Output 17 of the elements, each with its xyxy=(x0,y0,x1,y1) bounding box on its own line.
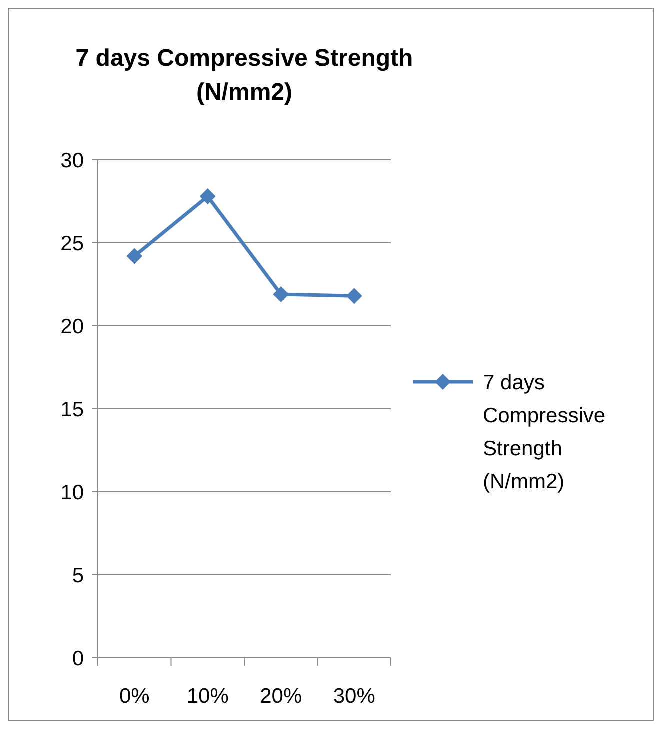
point xyxy=(126,248,143,264)
y-tick-label: 30 xyxy=(60,149,84,172)
point xyxy=(273,286,290,302)
y-tick-label: 20 xyxy=(60,315,84,338)
x-tick-label: 20% xyxy=(260,685,302,708)
y-tick-label: 25 xyxy=(60,232,84,256)
y-tick-label: 10 xyxy=(60,481,84,504)
x-tick-label: 30% xyxy=(333,685,376,708)
legend-label: 7 days Compressive Strength (N/mm2) xyxy=(483,371,606,494)
y-tick-label: 0 xyxy=(72,647,84,670)
y-tick-label: 5 xyxy=(72,564,84,588)
point xyxy=(200,188,216,205)
x-tick-label: 10% xyxy=(186,685,229,708)
chart-title: 7 days Compressive Strength (N/mm2) xyxy=(76,45,414,106)
point xyxy=(346,288,362,304)
y-tick-label: 15 xyxy=(60,398,84,422)
x-tick-label: 0% xyxy=(119,685,150,708)
